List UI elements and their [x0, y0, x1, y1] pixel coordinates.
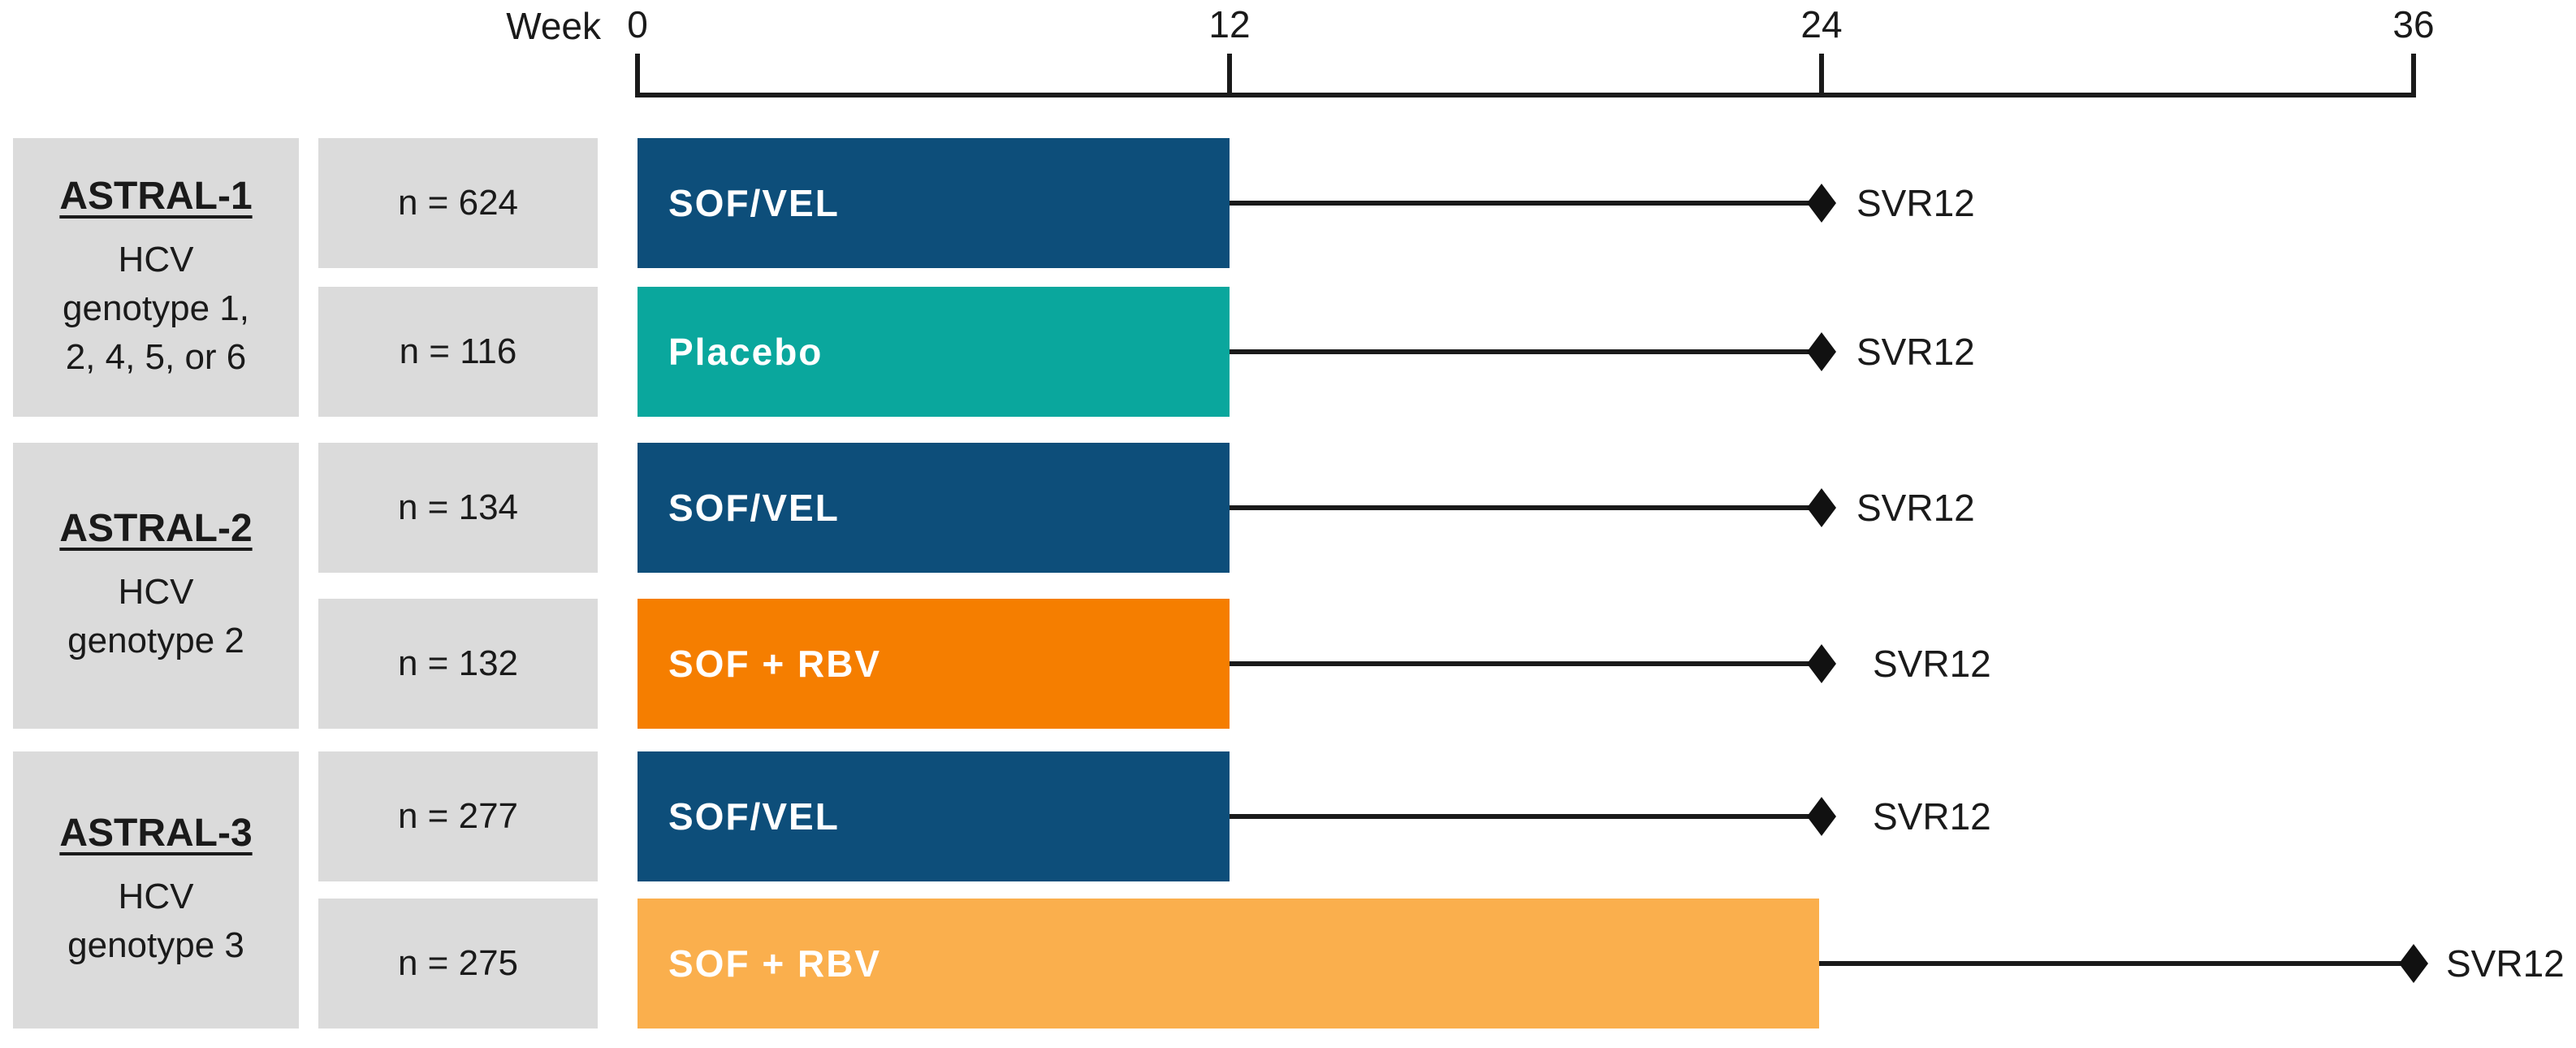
arm-n-box-astral3-sof-rbv: n = 275 [318, 899, 598, 1029]
svr12-diamond-icon [1807, 184, 1836, 223]
study-box-astral-2: ASTRAL-2 HCV genotype 2 [13, 443, 299, 729]
axis-tick-36 [2411, 54, 2416, 97]
followup-line [1230, 201, 1822, 206]
svr12-label: SVR12 [1873, 795, 1991, 838]
population-line: 2, 4, 5, or 6 [65, 336, 247, 377]
bar-astral3-sof-rbv: SOF + RBV [638, 899, 1819, 1029]
study-box-astral-1: ASTRAL-1 HCV genotype 1, 2, 4, 5, or 6 [13, 138, 299, 417]
population-line: genotype 2 [67, 621, 244, 660]
svr12-label: SVR12 [1856, 331, 1975, 373]
svr12-diamond-icon [1807, 488, 1836, 527]
followup-line [1230, 814, 1822, 819]
svr12-diamond-icon [1807, 644, 1836, 683]
followup-line [1819, 961, 2414, 966]
arm-n-box-astral1-sofvel: n = 624 [318, 138, 598, 268]
followup-line [1230, 661, 1822, 666]
svr12-label: SVR12 [2446, 942, 2565, 985]
svr12-diamond-icon [1807, 797, 1836, 836]
svr12-label: SVR12 [1856, 487, 1975, 529]
axis-tick-label-36: 36 [2392, 3, 2435, 45]
study-box-astral-3: ASTRAL-3 HCV genotype 3 [13, 751, 299, 1029]
axis-tick-12 [1227, 54, 1232, 97]
population-line: HCV [118, 239, 194, 279]
axis-tick-24 [1819, 54, 1824, 97]
followup-line [1230, 349, 1822, 354]
bar-astral1-placebo: Placebo [638, 287, 1230, 417]
bar-astral1-sofvel: SOF/VEL [638, 138, 1230, 268]
axis-baseline [635, 93, 2416, 97]
axis-tick-label-24: 24 [1800, 3, 1843, 45]
axis-tick-label-0: 0 [627, 3, 648, 45]
population-line: HCV [118, 876, 194, 916]
bar-astral2-sofvel: SOF/VEL [638, 443, 1230, 573]
bar-astral3-sofvel: SOF/VEL [638, 751, 1230, 881]
arm-n-box-astral2-sofvel: n = 134 [318, 443, 598, 573]
svr12-label: SVR12 [1856, 182, 1975, 224]
population-line: HCV [118, 572, 194, 612]
svr12-diamond-icon [2399, 944, 2428, 983]
population-line: genotype 1, [63, 288, 249, 328]
study-title: ASTRAL-3 [59, 811, 253, 855]
population-line: genotype 3 [67, 925, 244, 965]
axis-week-label: Week [506, 5, 601, 47]
bar-astral2-sof-rbv: SOF + RBV [638, 599, 1230, 729]
arm-n-box-astral2-sof-rbv: n = 132 [318, 599, 598, 729]
axis-tick-0 [635, 54, 640, 97]
axis-tick-label-12: 12 [1208, 3, 1251, 45]
svr12-diamond-icon [1807, 332, 1836, 371]
arm-n-box-astral1-placebo: n = 116 [318, 287, 598, 417]
svr12-label: SVR12 [1873, 643, 1991, 685]
study-title: ASTRAL-1 [59, 174, 253, 218]
followup-line [1230, 505, 1822, 510]
arm-n-box-astral3-sofvel: n = 277 [318, 751, 598, 881]
study-title: ASTRAL-2 [59, 507, 253, 550]
